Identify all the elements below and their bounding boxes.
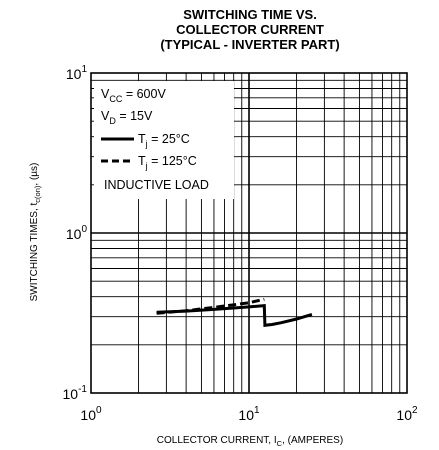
legend-label-25c: Tj = 25°C bbox=[138, 132, 190, 149]
legend-label-125c: Tj = 125°C bbox=[138, 154, 197, 171]
x-tick-label: 100 bbox=[80, 405, 102, 423]
legend: VCC = 600V VD = 15V Tj = 25°C Tj = 125°C… bbox=[94, 81, 234, 199]
y-tick-label: 100 bbox=[66, 224, 88, 242]
y-axis-label: SWITCHING TIMES, tc(on), (µs) bbox=[29, 163, 42, 302]
chart-title-line-2: COLLECTOR CURRENT bbox=[176, 22, 324, 37]
condition-vd: VD = 15V bbox=[101, 109, 153, 126]
x-tick-label: 102 bbox=[396, 405, 418, 423]
y-tick-label: 101 bbox=[66, 64, 88, 82]
tick-labels: 100 101 102 10-1 100 101 bbox=[63, 64, 418, 423]
plot-area bbox=[90, 72, 408, 394]
series-line-125c bbox=[156, 297, 265, 315]
series-line-25c bbox=[156, 303, 313, 327]
chart-title-line-1: SWITCHING TIME VS. bbox=[183, 7, 317, 22]
series-lines bbox=[156, 297, 313, 327]
x-axis-label: COLLECTOR CURRENT, IC, (AMPERES) bbox=[157, 435, 343, 448]
annotation-inductive-load: INDUCTIVE LOAD bbox=[104, 178, 209, 192]
chart-title-line-3: (TYPICAL - INVERTER PART) bbox=[160, 37, 339, 52]
condition-vcc: VCC = 600V bbox=[101, 87, 166, 104]
y-tick-label: 10-1 bbox=[63, 384, 88, 402]
x-tick-label: 101 bbox=[238, 405, 260, 423]
